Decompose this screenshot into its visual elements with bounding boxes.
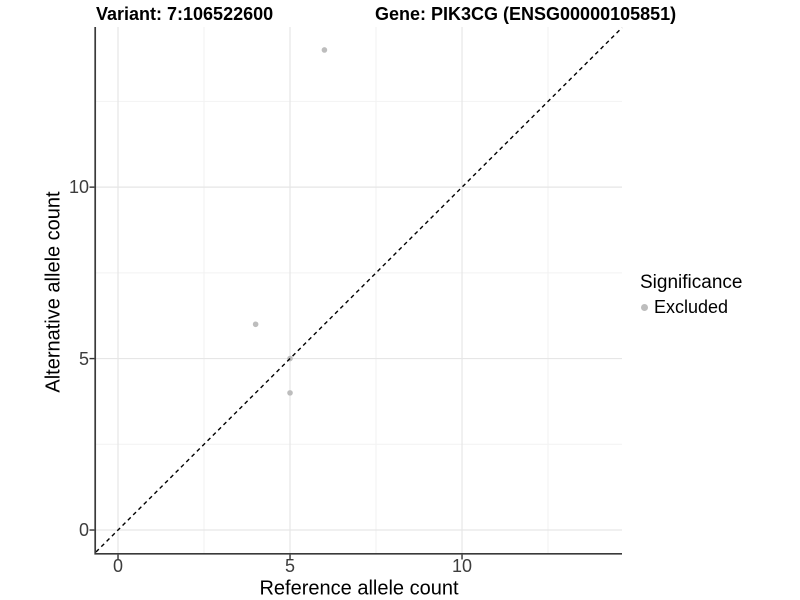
- y-tick-label: 0: [78, 520, 89, 541]
- data-point: [287, 390, 293, 396]
- variant-title: Variant: 7:106522600: [96, 4, 274, 24]
- legend-item-excluded: Excluded: [641, 297, 742, 318]
- x-tick-label: 0: [113, 556, 124, 576]
- y-axis-title: Alternative allele count: [42, 191, 65, 393]
- x-axis-title: Reference allele count: [259, 577, 459, 600]
- axis-lines: [94, 27, 622, 555]
- legend-item-label: Excluded: [654, 297, 729, 317]
- excluded-point-icon: [641, 304, 648, 311]
- data-point: [321, 47, 328, 53]
- y-tick-label: 5: [78, 348, 89, 369]
- y-tick-label: 10: [68, 177, 89, 198]
- x-tick-label: 5: [285, 556, 296, 576]
- legend: Significance Excluded: [640, 272, 742, 318]
- gene-title: Gene: PIK3CG (ENSG00000105851): [375, 4, 677, 24]
- legend-title: Significance: [640, 272, 743, 293]
- x-tick-label: 10: [452, 556, 473, 576]
- data-point: [252, 321, 259, 328]
- identity-line: [95, 27, 623, 553]
